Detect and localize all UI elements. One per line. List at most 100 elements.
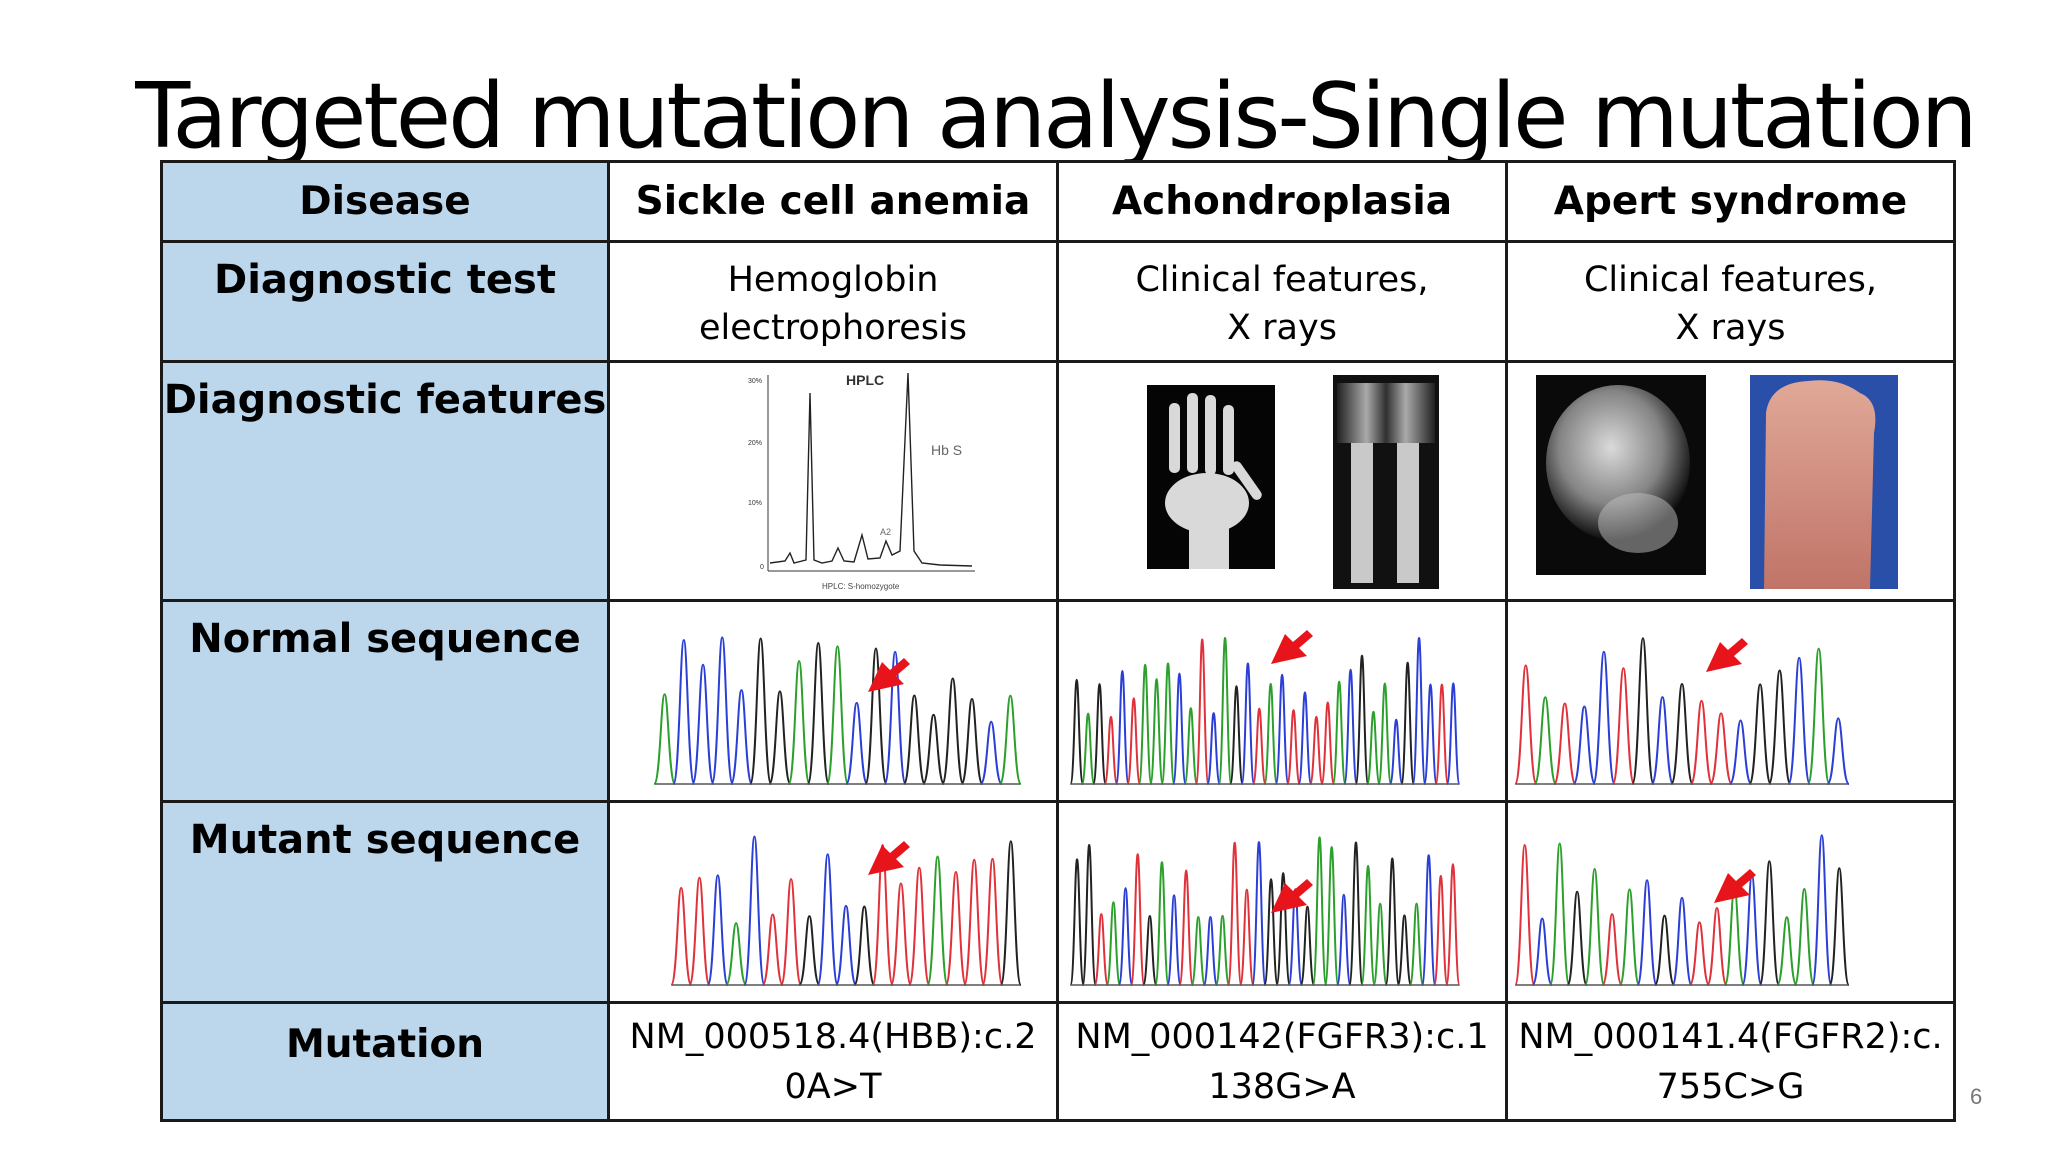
chromatogram-peak xyxy=(725,922,748,986)
disease-cell-sickle: Sickle cell anemia xyxy=(607,160,1059,243)
mutant-seq-cell-sickle xyxy=(607,800,1059,1004)
chromatogram-peak xyxy=(825,645,850,785)
mutation-arrow-icon xyxy=(868,658,910,692)
chromatogram-peak xyxy=(1653,914,1676,986)
chromatogram-peak xyxy=(1354,654,1370,785)
row-header-diagnostic-features-label: Diagnostic features xyxy=(163,377,607,423)
chromatogram-peak xyxy=(1183,707,1199,785)
chromatogram-peak xyxy=(1572,705,1597,785)
test-line1-sickle: Hemoglobin xyxy=(727,260,939,300)
chromatogram-peak xyxy=(688,876,711,986)
chromatogram-peak xyxy=(1069,678,1084,785)
slide-title: Targeted mutation analysis-Single mutati… xyxy=(135,64,1977,169)
row-header-disease: Disease xyxy=(160,160,610,243)
normal-sequence-trace-apert xyxy=(1514,637,1850,785)
hand-xray-bones xyxy=(1165,393,1262,569)
chromatogram-peak xyxy=(1421,854,1437,986)
chromatogram-peak xyxy=(1309,715,1324,785)
chromatogram-peak xyxy=(1240,662,1256,785)
chromatogram-peak xyxy=(1336,893,1352,986)
row-normal-sequence: Normal sequence xyxy=(160,599,1956,803)
chromatogram-peak xyxy=(902,694,926,785)
chromatogram-peak xyxy=(1584,868,1606,986)
chromatogram-peak xyxy=(1348,841,1364,986)
normal-seq-cell-apert xyxy=(1505,599,1956,803)
row-header-diagnostic-features: Diagnostic features xyxy=(160,360,610,602)
chromatogram-peak xyxy=(1105,901,1122,986)
chromatogram-peak xyxy=(926,855,949,986)
chromatogram-peak xyxy=(1728,719,1753,785)
chromatogram-peak xyxy=(1434,683,1450,785)
chromatogram-peak xyxy=(1670,682,1694,785)
mutant-seq-cell-apert xyxy=(1505,800,1956,1004)
chromatogram-peak xyxy=(1160,662,1176,785)
disease-name-sickle: Sickle cell anemia xyxy=(635,179,1031,224)
chromatogram-peak xyxy=(670,887,693,986)
test-line2-achondroplasia: X rays xyxy=(1227,308,1337,348)
chromatogram-peak xyxy=(864,647,888,785)
hplc-small-peak-label: A2 xyxy=(880,527,891,537)
chromatogram-peak xyxy=(871,843,894,986)
chromatogram-peak xyxy=(729,689,753,785)
chromatogram-peak xyxy=(1239,888,1255,986)
chromatogram-peak xyxy=(834,904,858,986)
test-line2-sickle: electrophoresis xyxy=(699,308,967,348)
row-header-normal-sequence-label: Normal sequence xyxy=(189,616,581,662)
row-header-mutant-sequence: Mutant sequence xyxy=(160,800,610,1004)
chromatogram-peak xyxy=(787,660,811,785)
mutation-line2-sickle: 0A>T xyxy=(784,1067,882,1107)
chromatogram-peak xyxy=(1592,650,1616,785)
row-header-mutation-label: Mutation xyxy=(285,1022,485,1067)
chromatogram-peak xyxy=(1396,914,1413,986)
test-cell-apert: Clinical features, X rays xyxy=(1505,240,1956,363)
chromatogram-peak xyxy=(806,642,830,785)
chromatogram-peak xyxy=(1388,718,1404,785)
slide-page-number: 6 xyxy=(1970,1084,1983,1109)
chromatogram-peak xyxy=(1103,715,1119,785)
chromatogram-peak xyxy=(908,866,931,986)
mutation-arrow-icon xyxy=(1271,630,1313,664)
hplc-peak-label: Hb S xyxy=(931,442,962,458)
chromatogram-peak xyxy=(1299,905,1316,986)
mutation-arrow-icon xyxy=(1714,869,1756,903)
chromatogram-peak xyxy=(1828,867,1850,986)
chromatogram-peak xyxy=(944,870,967,986)
test-line1-achondroplasia: Clinical features, xyxy=(1135,260,1429,300)
row-header-disease-label: Disease xyxy=(299,179,471,224)
chromatogram-peak xyxy=(1166,894,1182,986)
test-line1-apert: Clinical features, xyxy=(1583,260,1878,300)
row-diagnostic-test: Diagnostic test Hemoglobin electrophoresi… xyxy=(160,240,1956,363)
chromatogram-peak xyxy=(1514,664,1538,785)
row-header-mutant-sequence-label: Mutant sequence xyxy=(189,817,581,863)
chromatogram-peak xyxy=(816,853,839,986)
chromatogram-peak xyxy=(706,874,729,986)
mutant-sequence-trace-sickle xyxy=(670,835,1022,986)
normal-seq-cell-achondroplasia xyxy=(1056,599,1508,803)
mutant-sequence-trace-achondroplasia xyxy=(1069,836,1461,986)
chromatogram-peak xyxy=(1706,907,1728,986)
hplc-ytick-20: 20% xyxy=(748,440,762,447)
test-cell-sickle: Hemoglobin electrophoresis xyxy=(607,240,1059,363)
features-cell-apert xyxy=(1505,360,1956,602)
chromatogram-peak xyxy=(653,693,677,785)
chromatogram-peak xyxy=(1263,878,1279,986)
row-header-diagnostic-test: Diagnostic test xyxy=(160,240,610,363)
disease-cell-apert: Apert syndrome xyxy=(1505,160,1956,243)
chromatogram-peak xyxy=(1549,842,1571,986)
chromatogram-peak xyxy=(1723,886,1746,986)
chromatogram-peak xyxy=(1286,709,1301,785)
chromatogram-peak xyxy=(922,713,946,785)
chromatogram-peak xyxy=(845,701,869,785)
chromatogram-peak xyxy=(1331,680,1347,785)
chromatogram-peak xyxy=(749,637,773,785)
chromatogram-peak xyxy=(1372,902,1388,986)
chromatogram-peak xyxy=(979,720,1003,785)
row-disease: Disease Sickle cell anemia Achondroplasi… xyxy=(160,160,1956,243)
chromatogram-peak xyxy=(1758,860,1780,986)
row-mutant-sequence: Mutant sequence xyxy=(160,800,1956,1004)
chromatogram-peak xyxy=(853,905,876,986)
chromatogram-peak xyxy=(1611,667,1636,785)
hplc-ytick-10: 10% xyxy=(748,500,762,507)
chromatogram-peak xyxy=(1787,656,1811,785)
chromatogram-peak xyxy=(1688,921,1711,986)
